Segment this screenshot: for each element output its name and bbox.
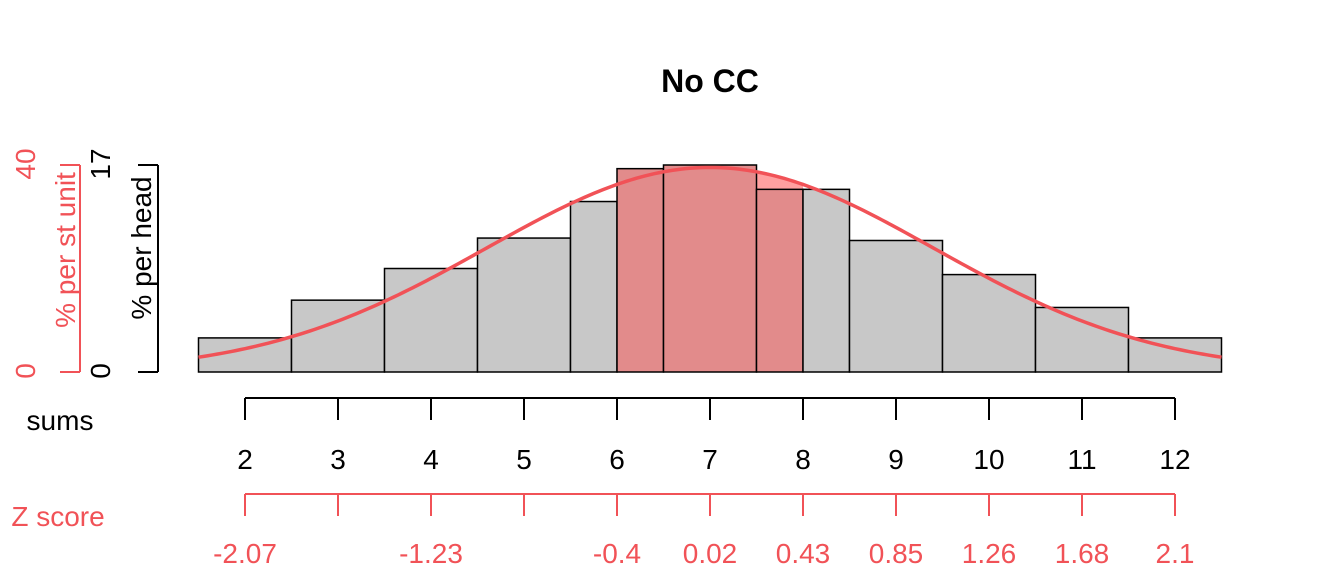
y-axis-label-inner: % per head xyxy=(126,176,157,319)
x-tick-label-3: 5 xyxy=(516,444,532,475)
z-tick-label-10: 2.1 xyxy=(1156,538,1195,569)
z-tick-label-8: 1.26 xyxy=(962,538,1017,569)
x-tick-label-8: 10 xyxy=(973,444,1004,475)
z-tick-label-4: -0.4 xyxy=(593,538,641,569)
x-tick-label-2: 4 xyxy=(423,444,439,475)
chart-title: No CC xyxy=(661,63,759,99)
x-tick-label-0: 2 xyxy=(237,444,253,475)
z-tick-label-2: -1.23 xyxy=(399,538,463,569)
bar-7 xyxy=(755,188,804,373)
y-axis-inner: 17 0 % per head xyxy=(85,148,159,379)
bars xyxy=(197,164,1223,373)
x-tick-label-10: 12 xyxy=(1159,444,1190,475)
x-axis: 2 3 4 5 6 7 8 9 10 11 12 xyxy=(237,397,1191,475)
y-outer-tick-label-bottom: 0 xyxy=(10,363,41,379)
x-tick-label-6: 8 xyxy=(795,444,811,475)
bar-8 xyxy=(802,188,851,373)
x-axis-label: sums xyxy=(27,405,94,436)
x-tick-label-5: 7 xyxy=(702,444,718,475)
x-tick-label-1: 3 xyxy=(330,444,346,475)
x-tick-label-4: 6 xyxy=(609,444,625,475)
y-tick-label-bottom: 0 xyxy=(85,363,116,379)
x-tick-label-7: 9 xyxy=(888,444,904,475)
bar-10 xyxy=(941,273,1037,373)
z-tick-label-9: 1.68 xyxy=(1055,538,1110,569)
normal-curve-group xyxy=(198,165,1222,359)
x-tick-label-9: 11 xyxy=(1067,444,1096,475)
bar-6 xyxy=(662,164,758,373)
y-axis-label-outer: % per st unit xyxy=(50,172,81,328)
z-tick-label-7: 0.85 xyxy=(869,538,924,569)
z-tick-label-5: 0.02 xyxy=(683,538,738,569)
bar-1 xyxy=(290,299,386,373)
normal-curve xyxy=(198,165,1222,359)
z-axis-label: Z score xyxy=(11,501,104,532)
z-tick-label-6: 0.43 xyxy=(776,538,831,569)
y-tick-label-top: 17 xyxy=(85,148,116,179)
bar-2 xyxy=(383,267,479,373)
bar-4 xyxy=(569,200,618,373)
bar-3 xyxy=(476,237,572,373)
bar-5 xyxy=(616,167,665,373)
bar-9 xyxy=(848,239,944,373)
z-axis: -2.07 -1.23 -0.4 0.02 0.43 0.85 1.26 1.68 2.1 xyxy=(213,493,1195,569)
z-tick-label-0: -2.07 xyxy=(213,538,277,569)
bar-11 xyxy=(1034,306,1130,373)
y-axis-outer: 40 0 % per st unit xyxy=(10,148,81,379)
y-outer-tick-label-top: 40 xyxy=(10,148,41,179)
